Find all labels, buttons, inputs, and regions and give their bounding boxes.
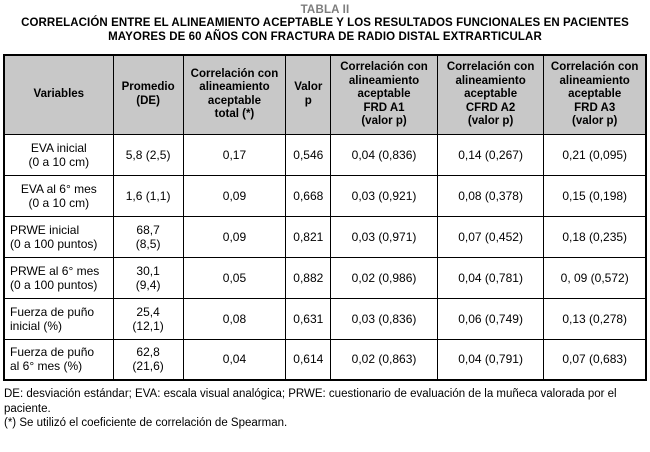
footnote-abbreviations: DE: desviación estándar; EVA: escala vis… — [4, 388, 617, 415]
table-cell: 0,614 — [285, 338, 332, 381]
table-cell: 0,13 (0,278) — [543, 297, 647, 340]
table-title: CORRELACIÓN ENTRE EL ALINEAMIENTO ACEPTA… — [21, 17, 629, 43]
table-cell: 0,08 — [182, 297, 287, 340]
table-cell: 0,21 (0,095) — [543, 133, 647, 176]
table-cell: EVA al 6° mes (0 a 10 cm) — [3, 174, 114, 217]
table-cell: PRWE al 6° mes (0 a 100 puntos) — [3, 256, 114, 299]
table-row-fuerza-6-mes: Fuerza de puño al 6° mes (%) 62,8 (21,6)… — [3, 338, 647, 381]
table-cell: 0,04 (0,791) — [436, 338, 545, 381]
table-cell: 0,546 — [285, 133, 332, 176]
table-cell: 0,14 (0,267) — [436, 133, 545, 176]
table-cell: 0,06 (0,749) — [436, 297, 545, 340]
col-header-correlacion-total: Correlación con alineamiento aceptable t… — [182, 54, 287, 135]
table-cell: 0,03 (0,921) — [330, 174, 438, 217]
table-cell: PRWE inicial (0 a 100 puntos) — [3, 215, 114, 258]
table-footnotes: DE: desviación estándar; EVA: escala vis… — [4, 387, 646, 431]
table-row-eva-inicial: EVA inicial (0 a 10 cm) 5,8 (2,5) 0,17 0… — [3, 133, 647, 176]
table-cell: 68,7 (8,5) — [112, 215, 184, 258]
table-cell: 0,668 — [285, 174, 332, 217]
table-cell: 0,09 — [182, 174, 287, 217]
col-header-correlacion-frd-a1: Correlación con alineamiento aceptable F… — [330, 54, 438, 135]
table-row-eva-6-mes: EVA al 6° mes (0 a 10 cm) 1,6 (1,1) 0,09… — [3, 174, 647, 217]
col-header-variables: Variables — [3, 54, 114, 135]
table-cell: 0,03 (0,971) — [330, 215, 438, 258]
col-header-correlacion-frd-a3: Correlación con alineamiento aceptable F… — [543, 54, 647, 135]
col-header-valor-p: Valor p — [285, 54, 332, 135]
col-header-correlacion-cfrd-a2: Correlación con alineamiento aceptable C… — [436, 54, 545, 135]
footnote-spearman: (*) Se utilizó el coeficiente de correla… — [4, 417, 288, 429]
table-cell: 0,07 (0,683) — [543, 338, 647, 381]
table-cell: 0,631 — [285, 297, 332, 340]
table-cell: 0,05 — [182, 256, 287, 299]
table-cell: Fuerza de puño al 6° mes (%) — [3, 338, 114, 381]
table-cell: 25,4 (12,1) — [112, 297, 184, 340]
table-cell: 0,04 — [182, 338, 287, 381]
table-cell: 0,03 (0,836) — [330, 297, 438, 340]
table-cell: 0,882 — [285, 256, 332, 299]
table-cell: Fuerza de puño inicial (%) — [3, 297, 114, 340]
col-header-promedio-de: Promedio (DE) — [112, 54, 184, 135]
table-cell: 5,8 (2,5) — [112, 133, 184, 176]
table-row-prwe-inicial: PRWE inicial (0 a 100 puntos) 68,7 (8,5)… — [3, 215, 647, 258]
table-cell: 0,07 (0,452) — [436, 215, 545, 258]
table-cell: 0,04 (0,836) — [330, 133, 438, 176]
table-row-fuerza-inicial: Fuerza de puño inicial (%) 25,4 (12,1) 0… — [3, 297, 647, 340]
table-cell: EVA inicial (0 a 10 cm) — [3, 133, 114, 176]
table-cell: 0, 09 (0,572) — [543, 256, 647, 299]
table-cell: 0,02 (0,863) — [330, 338, 438, 381]
table-cell: 0,02 (0,986) — [330, 256, 438, 299]
table-header-row: Variables Promedio (DE) Correlación con … — [3, 54, 647, 135]
correlation-table: Variables Promedio (DE) Correlación con … — [3, 54, 647, 381]
table-cell: 0,18 (0,235) — [543, 215, 647, 258]
table-row-prwe-6-mes: PRWE al 6° mes (0 a 100 puntos) 30,1 (9,… — [3, 256, 647, 299]
table-cell: 62,8 (21,6) — [112, 338, 184, 381]
table-cell: 30,1 (9,4) — [112, 256, 184, 299]
table-cell: 0,821 — [285, 215, 332, 258]
table-cell: 0,15 (0,198) — [543, 174, 647, 217]
table-cell: 0,09 — [182, 215, 287, 258]
table-cell: 1,6 (1,1) — [112, 174, 184, 217]
table-cell: 0,17 — [182, 133, 287, 176]
table-cell: 0,08 (0,378) — [436, 174, 545, 217]
table-number: TABLA II — [300, 4, 350, 16]
table-cell: 0,04 (0,781) — [436, 256, 545, 299]
